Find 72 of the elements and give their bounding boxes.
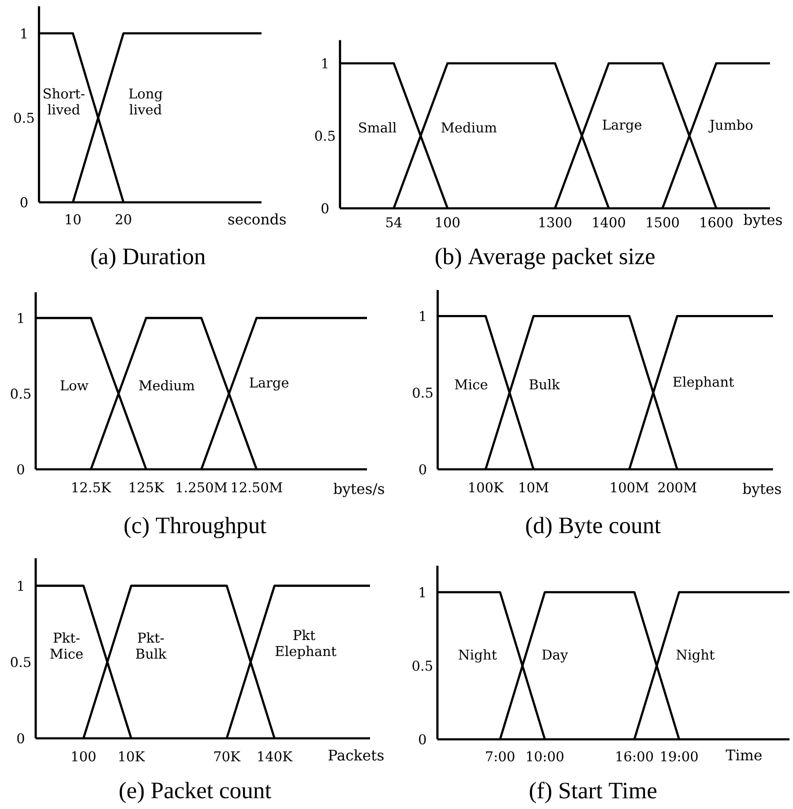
series-label: Medium — [139, 380, 194, 390]
x-axis-title: Time — [726, 750, 762, 760]
y-tick-label: 0 — [322, 203, 328, 214]
y-tick-label: 0.5 — [10, 656, 30, 668]
y-tick-label: 0.5 — [315, 130, 335, 141]
y-tick-label: 1 — [21, 28, 26, 38]
x-tick-label: 10M — [520, 482, 548, 492]
series-label: Pkt-Mice — [50, 632, 83, 659]
x-tick-label: 125K — [130, 482, 164, 492]
series-label: Day — [542, 650, 568, 663]
x-tick-label: 100K — [469, 482, 504, 492]
text: (e) Packet count — [120, 782, 272, 804]
series-label: Long lived — [129, 88, 162, 115]
series-label: Mice — [454, 379, 488, 390]
y-tick-label: 0.5 — [14, 112, 34, 123]
series-label: Medium — [441, 122, 497, 133]
text: (c) Throughput — [124, 516, 266, 538]
series-label: Low — [60, 380, 88, 390]
y-tick-label: 0 — [419, 734, 426, 744]
x-tick-label: 1300 — [539, 217, 572, 228]
y-tick-label: 0 — [17, 464, 24, 474]
x-tick-label: 100M — [611, 482, 648, 492]
series-label: Elephant — [673, 376, 734, 390]
series-label: Night — [458, 649, 497, 663]
x-tick-label: 1400 — [593, 217, 626, 228]
text: (d) Byte count — [526, 516, 661, 538]
x-tick-label: 70K — [214, 751, 241, 762]
x-tick-label: 10:00 — [527, 751, 564, 762]
x-tick-label: 54 — [386, 217, 402, 228]
series-label: Jumbo — [708, 120, 752, 133]
series-label: Short-lived — [44, 88, 84, 115]
x-tick-label: 200M — [658, 482, 696, 492]
y-tick-label: 0 — [419, 464, 426, 474]
x-tick-label: 16:00 — [616, 751, 653, 762]
y-tick-label: 0 — [17, 733, 24, 744]
x-tick-label: 1500 — [646, 217, 679, 228]
x-tick-label: 10K — [119, 751, 146, 762]
series-label: Large — [602, 120, 642, 133]
x-tick-label: 19:00 — [661, 751, 698, 762]
x-tick-label: 12.5K — [72, 482, 112, 492]
text: (a) Duration — [91, 248, 206, 270]
series-label: Large — [250, 378, 288, 390]
text: (b) Average packet size — [436, 248, 655, 270]
y-tick-label: 1 — [18, 580, 24, 591]
x-tick-label: 100 — [72, 751, 96, 762]
y-tick-label: 1 — [322, 58, 328, 68]
x-tick-label: 20 — [116, 214, 132, 224]
x-tick-label: 7:00 — [486, 751, 514, 762]
series-label: Pkt-Bulk — [136, 632, 166, 659]
y-tick-label: 0.5 — [412, 660, 432, 671]
y-tick-label: 0 — [20, 197, 28, 208]
x-tick-label: 1.250M — [176, 482, 227, 492]
x-axis-title: Packets — [328, 749, 384, 761]
series-label: Night — [676, 649, 715, 663]
y-tick-label: 0.5 — [412, 388, 432, 398]
x-tick-label: 10 — [66, 214, 81, 224]
y-tick-label: 1 — [420, 311, 426, 322]
x-tick-label: 100 — [436, 217, 460, 228]
series-label: Small — [359, 122, 396, 133]
x-axis-title: seconds — [228, 213, 286, 225]
y-tick-label: 1 — [420, 587, 425, 598]
x-axis-title: bytes — [744, 214, 782, 228]
x-tick-label: 140K — [258, 751, 293, 762]
x-axis-title: bytes — [742, 482, 781, 498]
x-axis-title: bytes/s — [334, 482, 384, 498]
y-tick-label: 1 — [18, 313, 24, 324]
x-tick-label: 12.50M — [232, 482, 282, 492]
series-label: Pkt Elephant — [276, 630, 336, 659]
y-tick-label: 0.5 — [10, 388, 30, 399]
x-tick-label: 1600 — [700, 217, 733, 228]
series-label: Bulk — [530, 379, 560, 390]
text: (f) Start Time — [530, 782, 656, 804]
